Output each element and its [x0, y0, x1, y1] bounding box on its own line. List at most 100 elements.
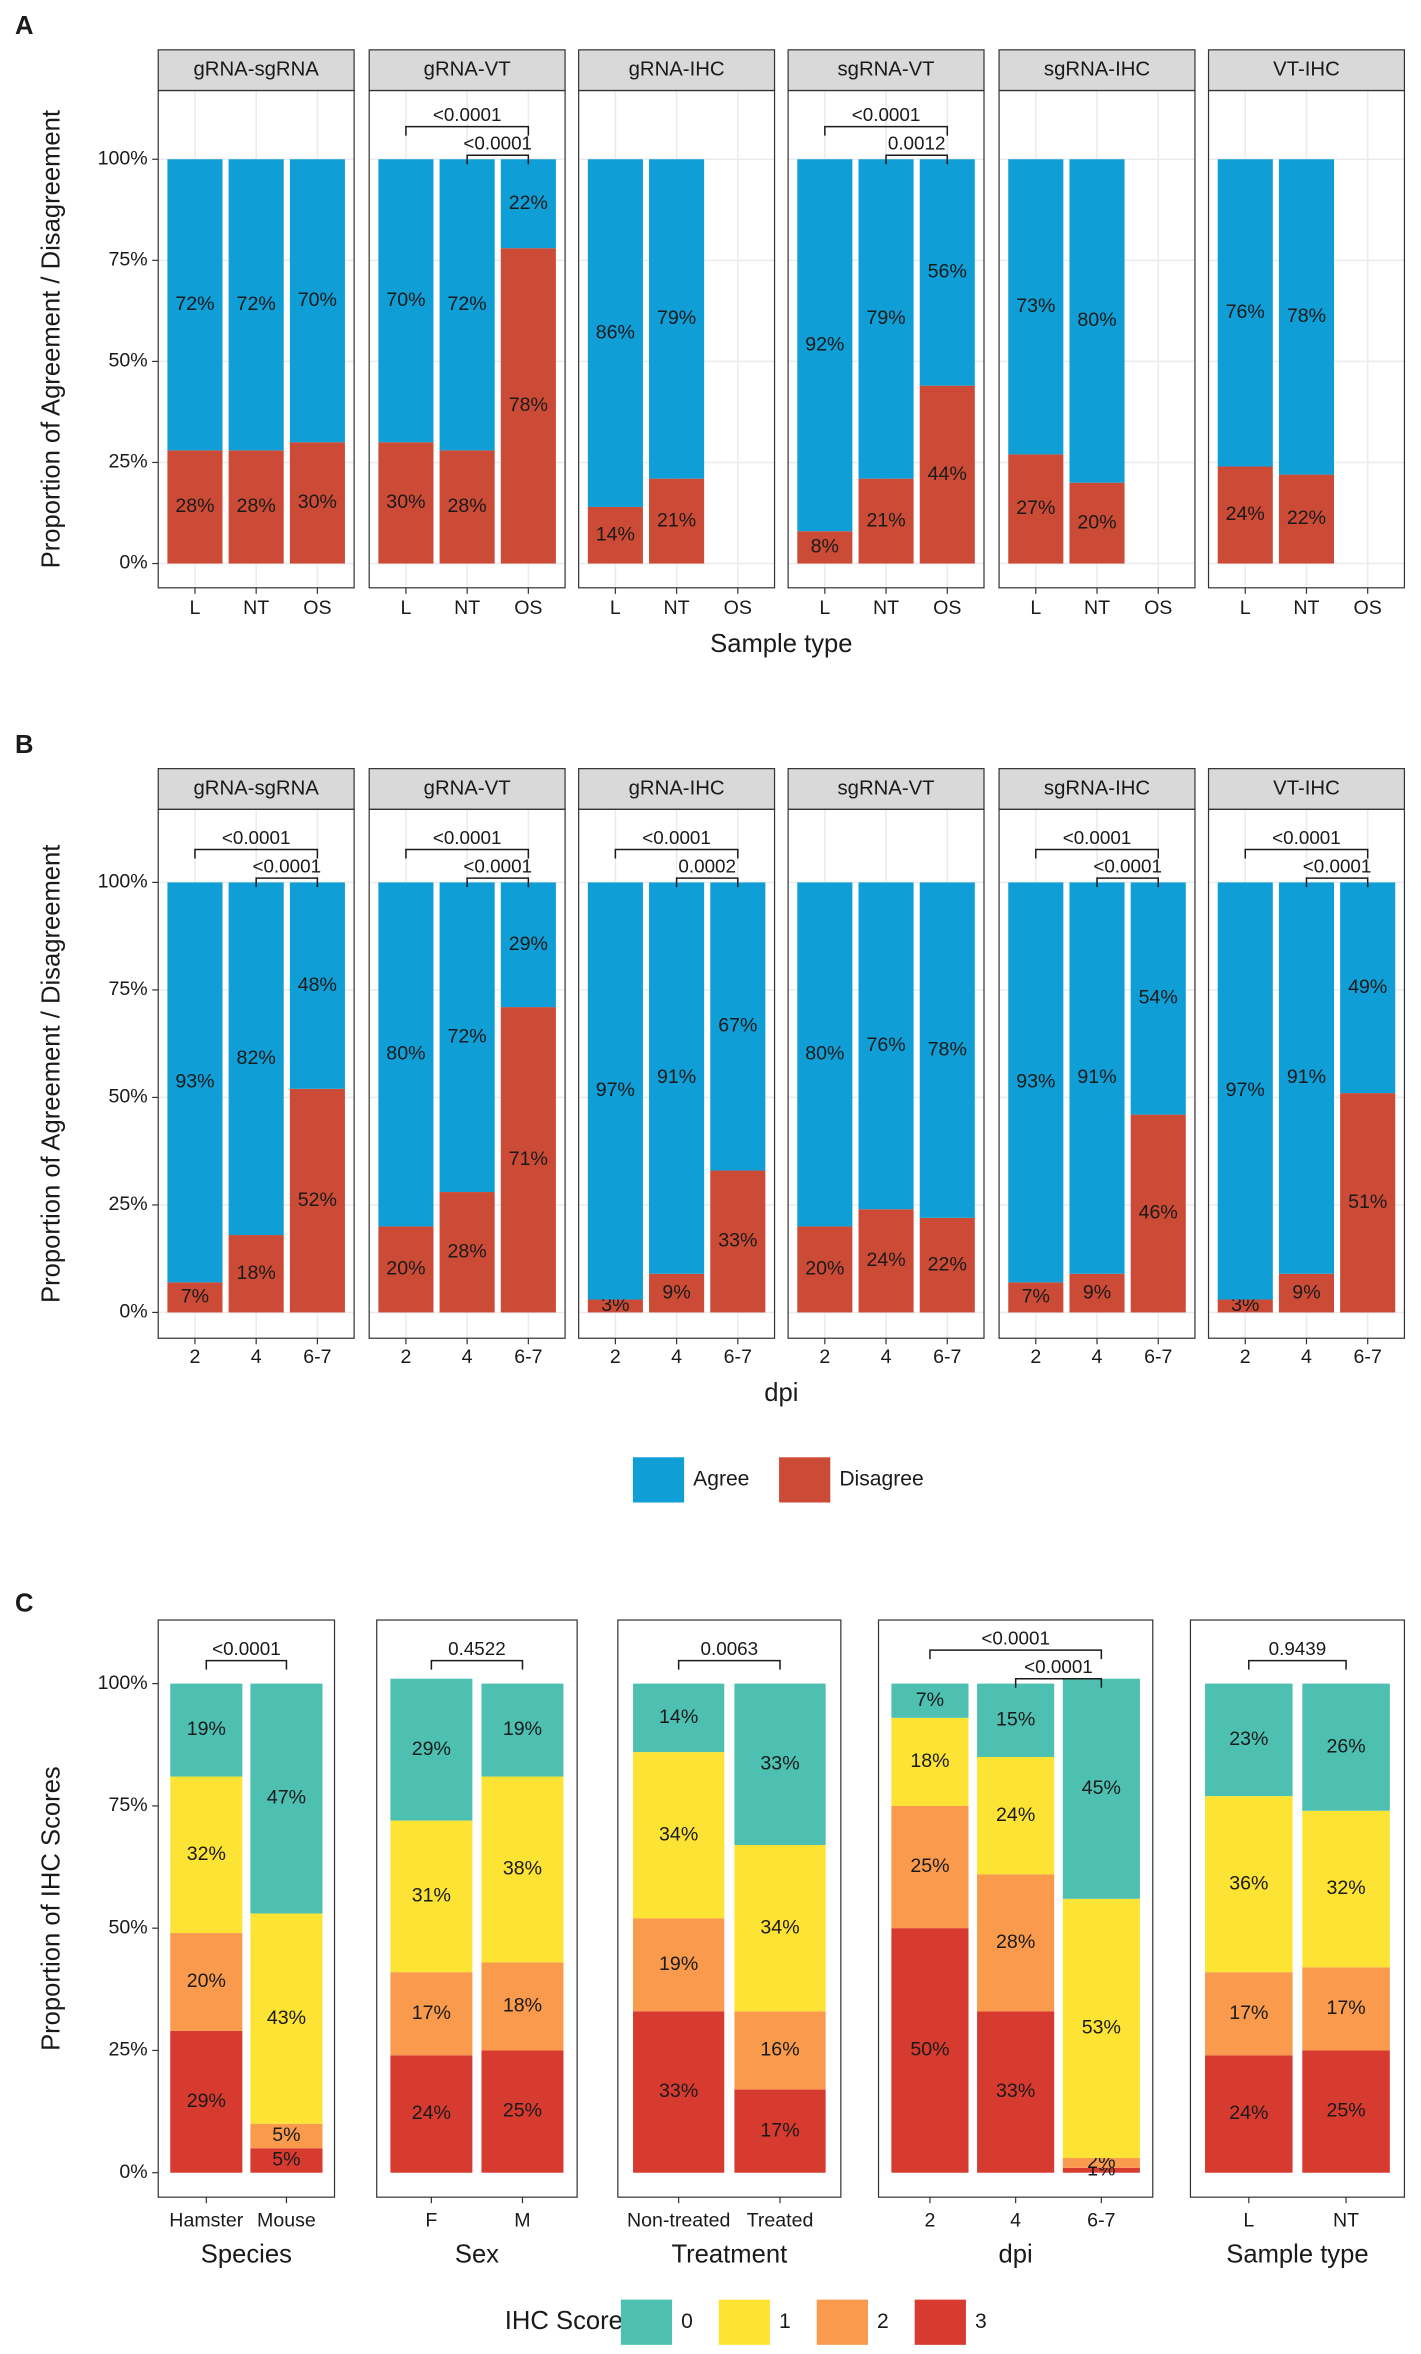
value-label: 33%	[718, 1230, 757, 1252]
panel-border	[998, 808, 1196, 1339]
bar-segment	[1217, 882, 1273, 1300]
x-tick-label: OS	[1354, 597, 1382, 619]
significance-bracket	[1244, 848, 1369, 859]
bar-segment	[390, 2055, 473, 2173]
bar-segment	[977, 1874, 1055, 2012]
value-label: 28%	[175, 495, 214, 517]
bar-segment	[649, 159, 705, 479]
panel-border	[368, 808, 566, 1339]
value-label: 25%	[910, 1855, 949, 1877]
bar-segment	[1278, 882, 1335, 1274]
bar-segment	[797, 1226, 853, 1313]
value-label: 28%	[237, 495, 276, 517]
bar-segment	[649, 1273, 705, 1313]
p-value-label: <0.0001	[852, 104, 921, 125]
bar-segment	[1008, 159, 1064, 455]
bar-segment	[891, 1717, 969, 1806]
bar-segment	[1062, 2167, 1140, 2173]
legend-title: IHC Scores	[505, 2307, 636, 2335]
bar-segment	[378, 159, 434, 443]
bar-segment	[250, 2148, 323, 2173]
y-tick-label: 100%	[98, 1672, 148, 1694]
value-label: 91%	[657, 1066, 696, 1088]
x-tick-label: L	[1030, 597, 1041, 619]
bar-segment	[977, 1683, 1055, 1757]
value-label: 79%	[866, 307, 905, 329]
bar-segment	[587, 159, 643, 507]
value-label: 53%	[1082, 2017, 1121, 2039]
x-tick-label: 2	[924, 2209, 935, 2231]
bar-segment	[919, 882, 975, 1218]
value-label: 78%	[1287, 305, 1326, 327]
significance-bracket	[430, 1659, 524, 1670]
bar-segment	[1008, 454, 1064, 564]
bar-segment	[1278, 159, 1335, 475]
significance-bracket	[929, 1649, 1103, 1660]
strip	[998, 49, 1196, 92]
bar-segment	[390, 1820, 473, 1973]
x-tick-label: L	[819, 597, 830, 619]
panel-border	[368, 89, 566, 589]
y-tick-label: 75%	[108, 249, 147, 271]
x-tick-label: 4	[1010, 2209, 1021, 2231]
significance-bracket	[1014, 1677, 1103, 1688]
x-axis-title: Treatment	[671, 2241, 787, 2269]
value-label: 47%	[267, 1787, 306, 1809]
bar-segment	[439, 450, 495, 564]
value-label: 43%	[267, 2007, 306, 2029]
x-axis-title: Sample type	[710, 630, 852, 658]
panel-border	[376, 1619, 578, 2198]
value-label: 67%	[718, 1015, 757, 1037]
value-label: 15%	[996, 1708, 1035, 1730]
y-tick-label: 25%	[108, 1193, 147, 1215]
y-tick-label: 75%	[108, 978, 147, 1000]
value-label: 26%	[1326, 1735, 1365, 1757]
value-label: 92%	[805, 333, 844, 355]
value-label: 7%	[181, 1286, 209, 1308]
value-label: 20%	[1077, 511, 1116, 533]
bar-segment	[891, 1805, 969, 1929]
bar-segment	[500, 248, 556, 564]
bar-segment	[633, 1918, 725, 2012]
significance-bracket	[466, 877, 530, 888]
bar-segment	[1008, 882, 1064, 1283]
legend-swatch	[718, 2299, 771, 2345]
bar-segment	[1069, 882, 1125, 1274]
legend-swatch	[914, 2299, 966, 2345]
value-label: 8%	[811, 536, 839, 558]
bar-segment	[633, 1752, 725, 1919]
value-label: 24%	[1226, 503, 1265, 525]
bar-segment	[734, 1683, 826, 1846]
p-value-label: <0.0001	[433, 827, 502, 848]
strip	[1207, 768, 1406, 810]
significance-bracket	[466, 154, 530, 165]
legend-label: 0	[681, 2310, 693, 2333]
x-tick-label: 4	[251, 1346, 262, 1368]
strip	[787, 768, 985, 810]
bar-segment	[649, 882, 705, 1274]
y-tick-label: 25%	[108, 2039, 147, 2061]
panel-border	[1207, 808, 1406, 1339]
x-tick-label: OS	[303, 597, 331, 619]
significance-bracket	[405, 125, 530, 136]
value-label: 7%	[916, 1689, 944, 1711]
bar-segment	[977, 2011, 1055, 2173]
bar-segment	[167, 159, 223, 451]
value-label: 50%	[910, 2039, 949, 2061]
bar-segment	[797, 531, 853, 564]
x-tick-label: 4	[881, 1346, 892, 1368]
bar-segment	[797, 882, 853, 1227]
value-label: 20%	[187, 1970, 226, 1992]
y-axis-title: Proportion of Agreement / Disagreement	[38, 110, 66, 568]
panel-border	[578, 808, 776, 1339]
significance-bracket	[675, 877, 739, 888]
significance-bracket	[614, 848, 739, 859]
value-label: 82%	[237, 1047, 276, 1069]
y-tick-label: 0%	[119, 552, 147, 574]
value-label: 17%	[1326, 1997, 1365, 2019]
p-value-label: 0.4522	[448, 1638, 506, 1659]
strip-label: gRNA-IHC	[629, 59, 725, 81]
significance-bracket	[824, 125, 949, 136]
p-value-label: <0.0001	[1063, 827, 1132, 848]
p-value-label: <0.0001	[463, 133, 532, 154]
